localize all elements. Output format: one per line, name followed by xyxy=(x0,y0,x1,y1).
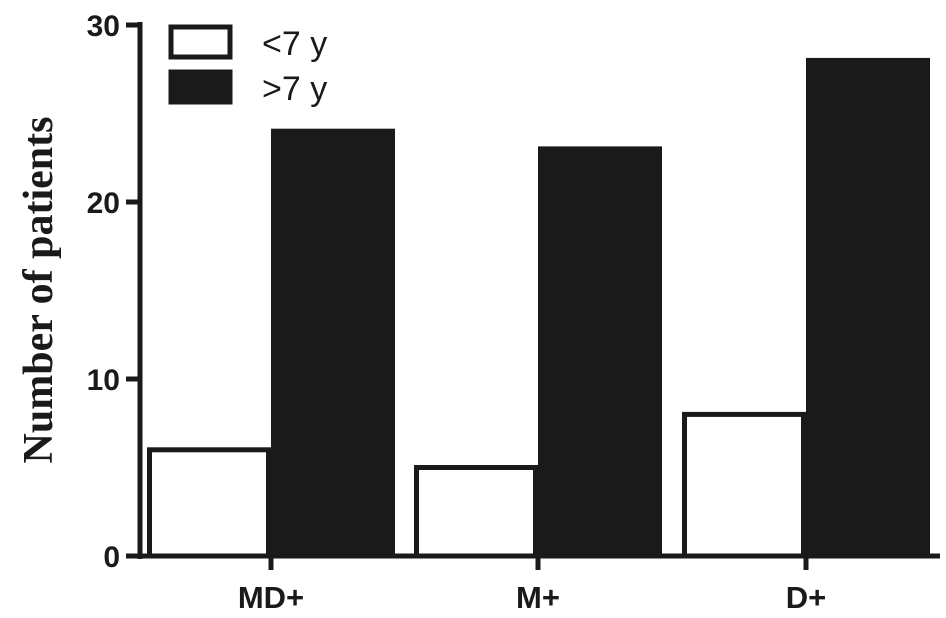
bar-mdplus-series-1 xyxy=(147,447,271,559)
x-tick-label: D+ xyxy=(786,580,827,615)
y-tick-label: 30 xyxy=(87,10,120,43)
bar-mplus-series-2 xyxy=(538,146,662,559)
bar-dplus-series-1 xyxy=(682,411,806,559)
legend-swatch xyxy=(168,24,233,60)
bar-dplus-series-2 xyxy=(806,57,930,559)
x-tick-label: M+ xyxy=(516,580,560,615)
x-tick-label: MD+ xyxy=(238,580,304,615)
y-axis-ticks: 0 10 20 30 xyxy=(87,10,140,574)
bar-mdplus-series-2 xyxy=(271,128,395,559)
y-tick-label: 0 xyxy=(103,541,120,574)
legend-label: >7 y xyxy=(262,70,327,108)
y-tick-label: 20 xyxy=(87,187,120,220)
bar-mplus-series-1 xyxy=(414,465,538,559)
x-axis-ticks: MD+ M+ D+ xyxy=(238,556,826,615)
legend: <7 y >7 y xyxy=(168,24,327,108)
legend-label: <7 y xyxy=(262,25,327,63)
y-axis-title: Number of patients xyxy=(16,117,62,464)
y-tick-label: 10 xyxy=(87,364,120,397)
legend-swatch xyxy=(168,69,233,105)
bars xyxy=(147,57,930,559)
